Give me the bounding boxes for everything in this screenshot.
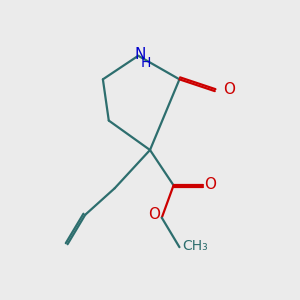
Text: O: O: [204, 177, 216, 192]
Text: N: N: [134, 47, 146, 62]
Text: O: O: [148, 207, 160, 222]
Text: H: H: [140, 56, 151, 70]
Text: CH₃: CH₃: [182, 239, 208, 253]
Text: O: O: [224, 82, 236, 97]
